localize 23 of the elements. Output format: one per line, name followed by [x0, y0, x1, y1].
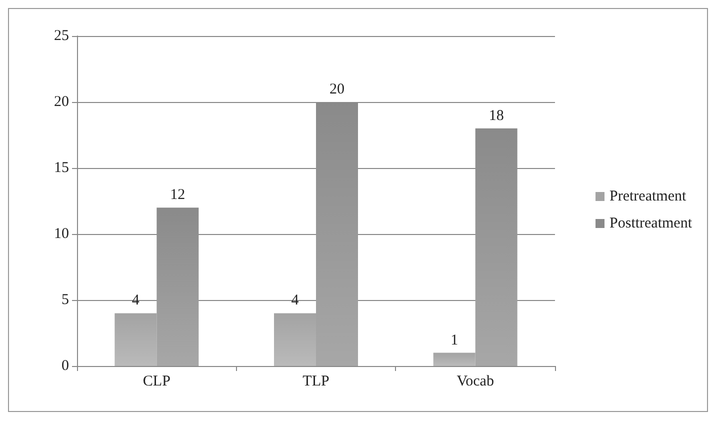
x-tick-label: TLP: [302, 374, 330, 390]
data-label: 12: [170, 187, 186, 204]
y-tick-label: 25: [54, 28, 69, 44]
x-tick-label: CLP: [142, 374, 170, 390]
data-label: 4: [132, 292, 140, 309]
bar: [475, 128, 518, 366]
bar: [114, 313, 157, 366]
bar: [156, 208, 199, 366]
y-tick-label: 20: [54, 94, 69, 110]
y-tick-label: 10: [54, 226, 69, 242]
bar: [274, 313, 316, 366]
y-tick-label: 0: [62, 358, 69, 374]
data-label: 18: [488, 108, 504, 124]
data-label: 1: [450, 332, 458, 348]
x-tick-label: Vocab: [456, 374, 494, 390]
bar: [316, 102, 358, 366]
y-tick-label: 5: [62, 292, 69, 308]
legend-label: Posttreatment: [610, 216, 693, 232]
data-label: 20: [330, 82, 344, 98]
data-label: 4: [291, 292, 300, 309]
y-tick-label: 15: [54, 160, 69, 176]
bar: [433, 352, 476, 366]
legend-label: Pretreatment: [610, 188, 687, 204]
